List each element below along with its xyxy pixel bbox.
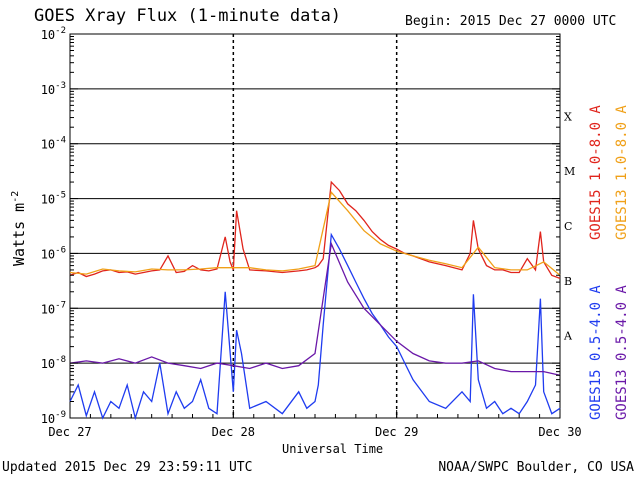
begin-label-text: Begin: [405, 14, 452, 29]
begin-label: Begin: 2015 Dec 27 0000 UTC [405, 14, 616, 29]
y-axis-label-text: Watts m [10, 202, 28, 266]
series-line [69, 232, 561, 421]
y-tick-label: 10-4 [41, 136, 66, 152]
chart-title: GOES Xray Flux (1-minute data) [34, 6, 342, 26]
y-axis-label-exponent: -2 [10, 190, 21, 203]
series-line [69, 241, 561, 376]
begin-value: 2015 Dec 27 0000 UTC [459, 14, 617, 29]
legend-entry: GOES15 1.0-8.0 A [588, 105, 604, 240]
y-tick-label: 10-5 [41, 191, 66, 207]
series-line [69, 190, 561, 276]
flare-class-label: A [563, 330, 573, 343]
updated-timestamp: Updated 2015 Dec 29 23:59:11 UTC [2, 460, 253, 475]
flare-class-label: C [564, 220, 572, 233]
x-tick-label: Dec 28 [212, 425, 255, 439]
x-axis-label: Universal Time [282, 442, 384, 456]
y-tick-label: 10-9 [41, 410, 66, 426]
flare-class-label: X [564, 110, 572, 123]
y-tick-label: 10-8 [41, 355, 66, 371]
y-axis-label: Watts m-2 [10, 191, 28, 266]
y-tick-label: 10-7 [41, 300, 66, 316]
x-tick-label: Dec 30 [538, 425, 581, 439]
x-tick-label: Dec 29 [375, 425, 418, 439]
y-tick-label: 10-6 [41, 245, 66, 261]
legend-entry: GOES13 0.5-4.0 A [614, 285, 630, 420]
x-tick-label: Dec 27 [48, 425, 91, 439]
credit-text: NOAA/SWPC Boulder, CO USA [438, 460, 634, 475]
series-line [69, 180, 561, 280]
legend-entry: GOES13 1.0-8.0 A [614, 105, 630, 240]
legend-entry: GOES15 0.5-4.0 A [588, 285, 604, 420]
flare-class-label: M [564, 165, 575, 178]
y-tick-label: 10-3 [41, 81, 66, 97]
legend-group: GOES15 1.0-8.0 A GOES13 1.0-8.0 A GOES15 0… [588, 105, 630, 420]
flare-class-label: B [564, 275, 572, 288]
y-tick-label: 10-2 [41, 26, 66, 42]
